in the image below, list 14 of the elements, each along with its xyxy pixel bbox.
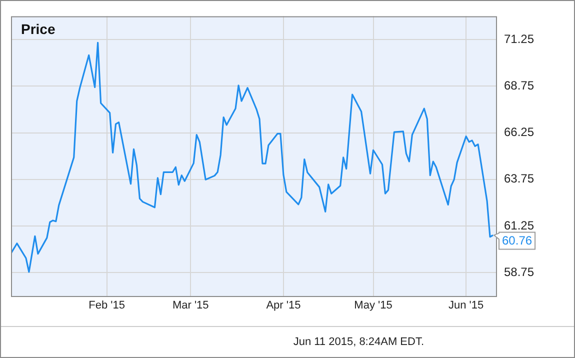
- x-tick-label: Jun '15: [448, 300, 484, 312]
- annotation: 60.76: [502, 234, 532, 248]
- x-tick-label: Mar '15: [172, 300, 209, 312]
- y-tick-label: 68.75: [504, 78, 534, 92]
- y-tick-label: 61.25: [504, 218, 534, 232]
- chart-title: Price: [21, 21, 56, 38]
- y-tick-label: 66.25: [504, 125, 534, 140]
- x-tick-label: May '15: [354, 300, 392, 312]
- y-tick-label: 58.75: [504, 264, 534, 279]
- x-tick-label: Apr '15: [266, 300, 301, 312]
- text: Jun 11 2015, 8:24AM EDT.: [293, 336, 424, 348]
- y-tick-label: 63.75: [504, 172, 534, 186]
- x-tick-label: Feb '15: [88, 300, 125, 312]
- y-tick-label: 71.25: [504, 32, 534, 46]
